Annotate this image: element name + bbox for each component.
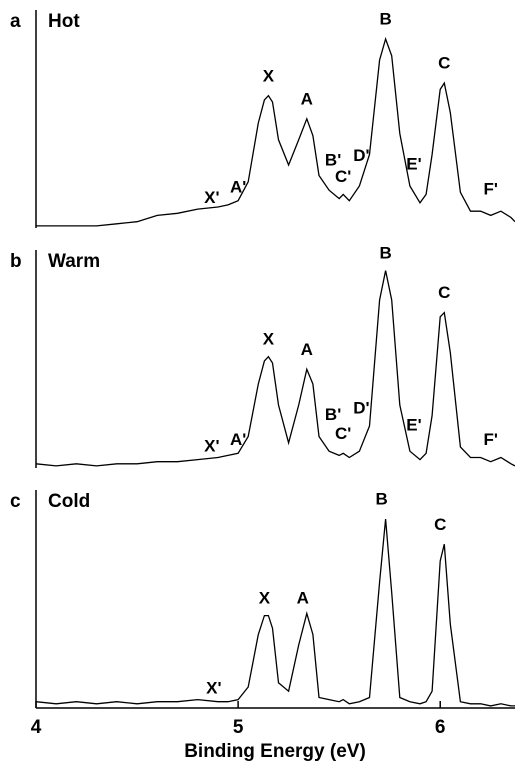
peak-label: E' (406, 415, 421, 434)
panel-label: a (10, 11, 21, 32)
peak-label: B' (325, 405, 341, 424)
peak-label: C (434, 515, 446, 534)
x-axis-label: Binding Energy (eV) (184, 741, 366, 761)
peak-label: B' (325, 150, 341, 169)
peak-label: X' (204, 188, 219, 207)
peak-label: E' (406, 154, 421, 173)
peak-label: A' (230, 430, 246, 449)
peak-label: F' (484, 430, 498, 449)
peak-label: D' (353, 399, 369, 418)
panel-title: Cold (48, 491, 90, 512)
peak-label: X (263, 329, 275, 348)
peak-label: D' (353, 146, 369, 165)
peak-label: A (301, 89, 313, 108)
spectrum-line (35, 518, 515, 707)
peak-label: X' (204, 436, 219, 455)
peak-label: F' (484, 180, 498, 199)
peak-label: B (380, 243, 392, 262)
peak-label: C (438, 283, 450, 302)
panel-label: c (10, 491, 21, 512)
peak-label: X' (206, 679, 221, 698)
panel-title: Hot (48, 11, 80, 32)
x-tick-label: 5 (233, 717, 244, 738)
panel-label: b (10, 251, 22, 272)
peak-label: A (297, 588, 309, 607)
peak-label: X (259, 588, 271, 607)
peak-label: B (380, 10, 392, 29)
peak-label: C' (335, 424, 351, 443)
spectrum-line (36, 36, 515, 227)
x-tick-label: 4 (31, 717, 42, 738)
peak-label: C (438, 54, 450, 73)
peak-label: A' (230, 178, 246, 197)
x-tick-label: 6 (435, 717, 446, 738)
spectrum-line (35, 270, 515, 467)
peak-label: B (375, 490, 387, 509)
peak-label: X (263, 66, 275, 85)
panel-title: Warm (48, 251, 100, 272)
peak-label: C' (335, 167, 351, 186)
peak-label: A (301, 340, 313, 359)
